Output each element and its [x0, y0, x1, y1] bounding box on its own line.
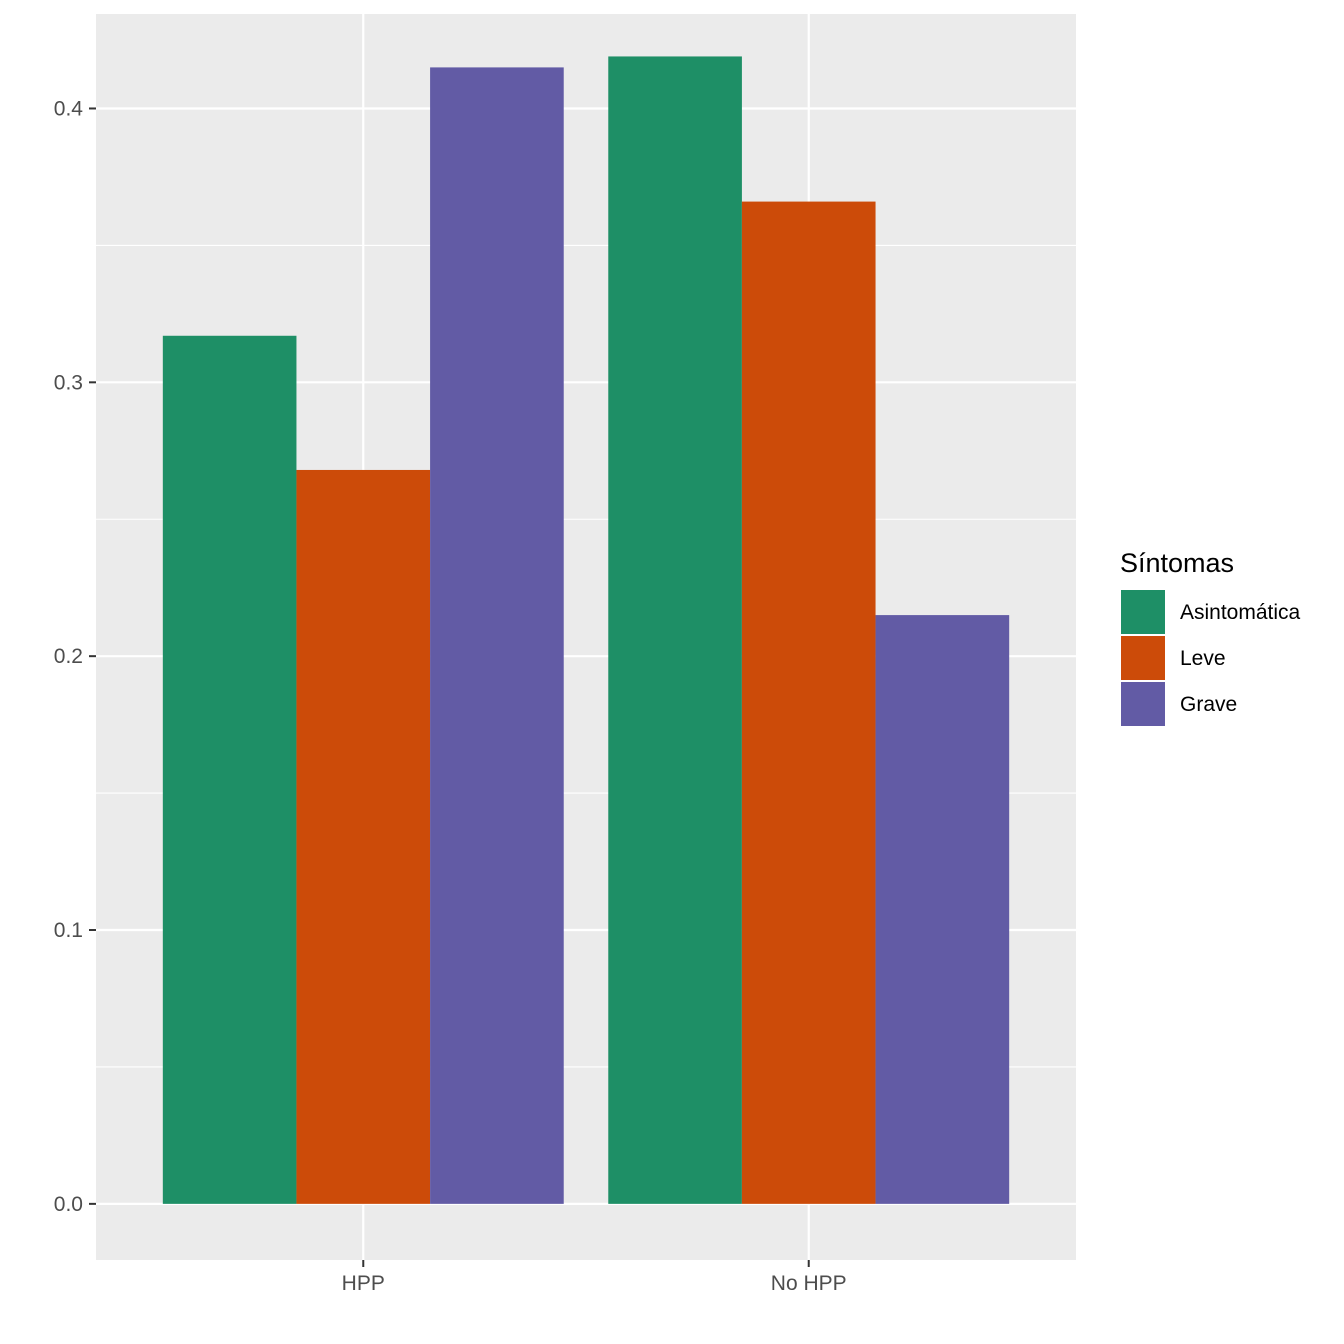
legend-key [1119, 588, 1167, 636]
legend-label: Leve [1180, 647, 1226, 670]
bar-leve-no-hpp [741, 201, 876, 1204]
legend-title: Síntomas [1120, 548, 1234, 578]
bar-asintom-tica-no-hpp [608, 56, 742, 1204]
legend-label: Asintomática [1180, 601, 1301, 624]
legend-key [1119, 680, 1167, 728]
y-axis: 0.0 0.1 0.2 0.3 0.4 [54, 97, 96, 1216]
x-tick-label: HPP [342, 1272, 385, 1295]
bar-leve-hpp [296, 469, 431, 1204]
legend-label: Grave [1180, 693, 1237, 716]
y-tick-label: 0.0 [54, 1193, 83, 1216]
y-tick-label: 0.2 [54, 645, 83, 668]
bar-grave-no-hpp [875, 615, 1010, 1204]
y-tick-label: 0.1 [54, 919, 83, 942]
x-axis: HPP No HPP [342, 1260, 847, 1295]
bar-asintom-tica-hpp [162, 335, 297, 1204]
bars [162, 56, 1010, 1204]
y-tick-label: 0.3 [54, 371, 83, 394]
legend-items: Asintomática Leve Grave [1119, 588, 1301, 728]
legend-key [1119, 634, 1167, 682]
y-tick-label: 0.4 [54, 97, 84, 120]
x-tick-label: No HPP [771, 1272, 847, 1295]
legend: Síntomas Asintomática Leve Grave [1119, 548, 1301, 728]
bar-grave-hpp [430, 67, 564, 1204]
